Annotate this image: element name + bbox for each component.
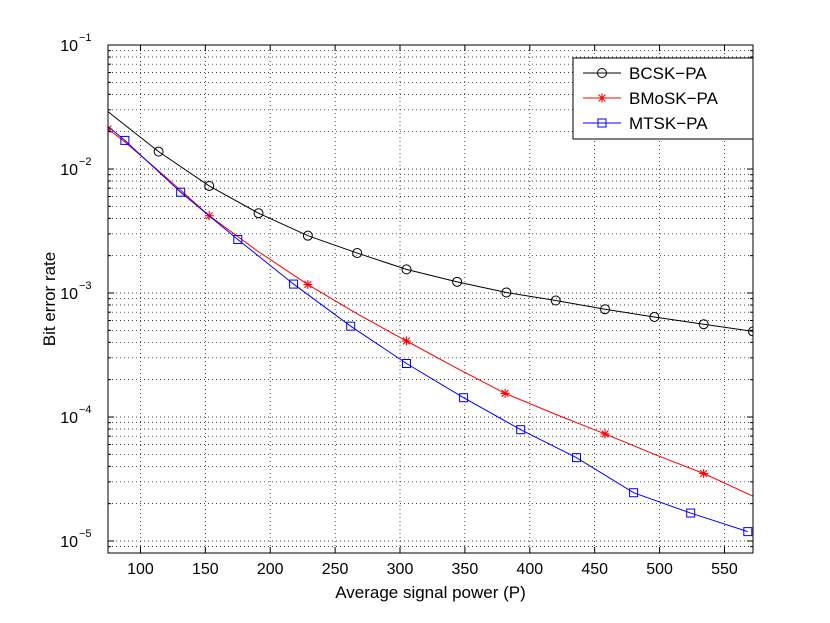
data-point <box>401 264 412 275</box>
y-axis-label: Bit error rate <box>40 252 59 346</box>
y-tick-label: 10 <box>60 38 78 55</box>
x-tick-label: 300 <box>387 561 414 578</box>
data-point <box>302 230 313 241</box>
x-tick-label: 350 <box>452 561 479 578</box>
data-point <box>686 508 696 518</box>
data-point <box>500 388 510 398</box>
data-point <box>352 248 363 259</box>
legend-label: MTSK−PA <box>629 114 708 133</box>
y-tick-label: 10 <box>60 534 78 551</box>
series-circle <box>108 111 753 337</box>
series-layer <box>108 111 753 537</box>
x-tick-label: 400 <box>516 561 543 578</box>
axis-ticks <box>108 45 753 554</box>
data-point <box>204 180 215 191</box>
x-tick-label: 450 <box>581 561 608 578</box>
tick-labels: 100 150 200 250 300 350 400 450 500 55010−510−410… <box>60 32 738 578</box>
data-point <box>289 279 299 289</box>
data-point <box>176 187 186 197</box>
data-point <box>233 235 243 245</box>
data-point <box>459 393 469 403</box>
x-tick-label: 200 <box>257 561 284 578</box>
data-point <box>452 276 463 287</box>
legend-marker <box>597 93 607 103</box>
data-point <box>253 208 264 219</box>
legend-label: BCSK−PA <box>629 64 707 83</box>
data-point <box>401 359 411 369</box>
data-point <box>699 469 709 479</box>
data-point <box>629 488 639 498</box>
legend-marker <box>597 68 607 78</box>
legend-label: BMoSK−PA <box>629 89 719 108</box>
y-tick-label-exponent: −5 <box>79 528 92 540</box>
data-point <box>600 304 611 315</box>
series-line <box>108 111 753 332</box>
data-point <box>698 319 709 330</box>
x-tick-label: 100 <box>127 561 154 578</box>
data-point <box>401 336 411 346</box>
data-point <box>153 146 164 157</box>
y-tick-label-exponent: −4 <box>79 404 92 416</box>
data-point <box>649 312 660 323</box>
data-point <box>501 287 512 298</box>
legend-marker <box>597 118 607 128</box>
y-tick-label: 10 <box>60 286 78 303</box>
y-tick-label-exponent: −1 <box>79 32 92 44</box>
x-tick-label: 550 <box>711 561 738 578</box>
series-line <box>108 126 748 533</box>
data-point <box>516 425 526 435</box>
y-tick-label-exponent: −2 <box>79 156 92 168</box>
x-tick-label: 250 <box>322 561 349 578</box>
data-point <box>120 135 130 145</box>
data-point <box>572 453 582 463</box>
series-star <box>108 124 753 497</box>
data-point <box>303 280 313 290</box>
y-tick-label: 10 <box>60 162 78 179</box>
series-line <box>108 128 753 497</box>
data-point <box>550 295 561 306</box>
x-tick-label: 500 <box>646 561 673 578</box>
data-point <box>600 429 610 439</box>
legend: BCSK−PA BMoSK−PA MTSK−PA <box>572 57 754 140</box>
y-tick-label-exponent: −3 <box>79 280 92 292</box>
data-point <box>346 321 356 331</box>
y-tick-label: 10 <box>60 410 78 427</box>
x-axis-label: Average signal power (P) <box>335 583 526 602</box>
x-tick-label: 150 <box>192 561 219 578</box>
data-point <box>743 527 753 537</box>
data-point <box>748 326 753 337</box>
series-square <box>108 126 753 537</box>
